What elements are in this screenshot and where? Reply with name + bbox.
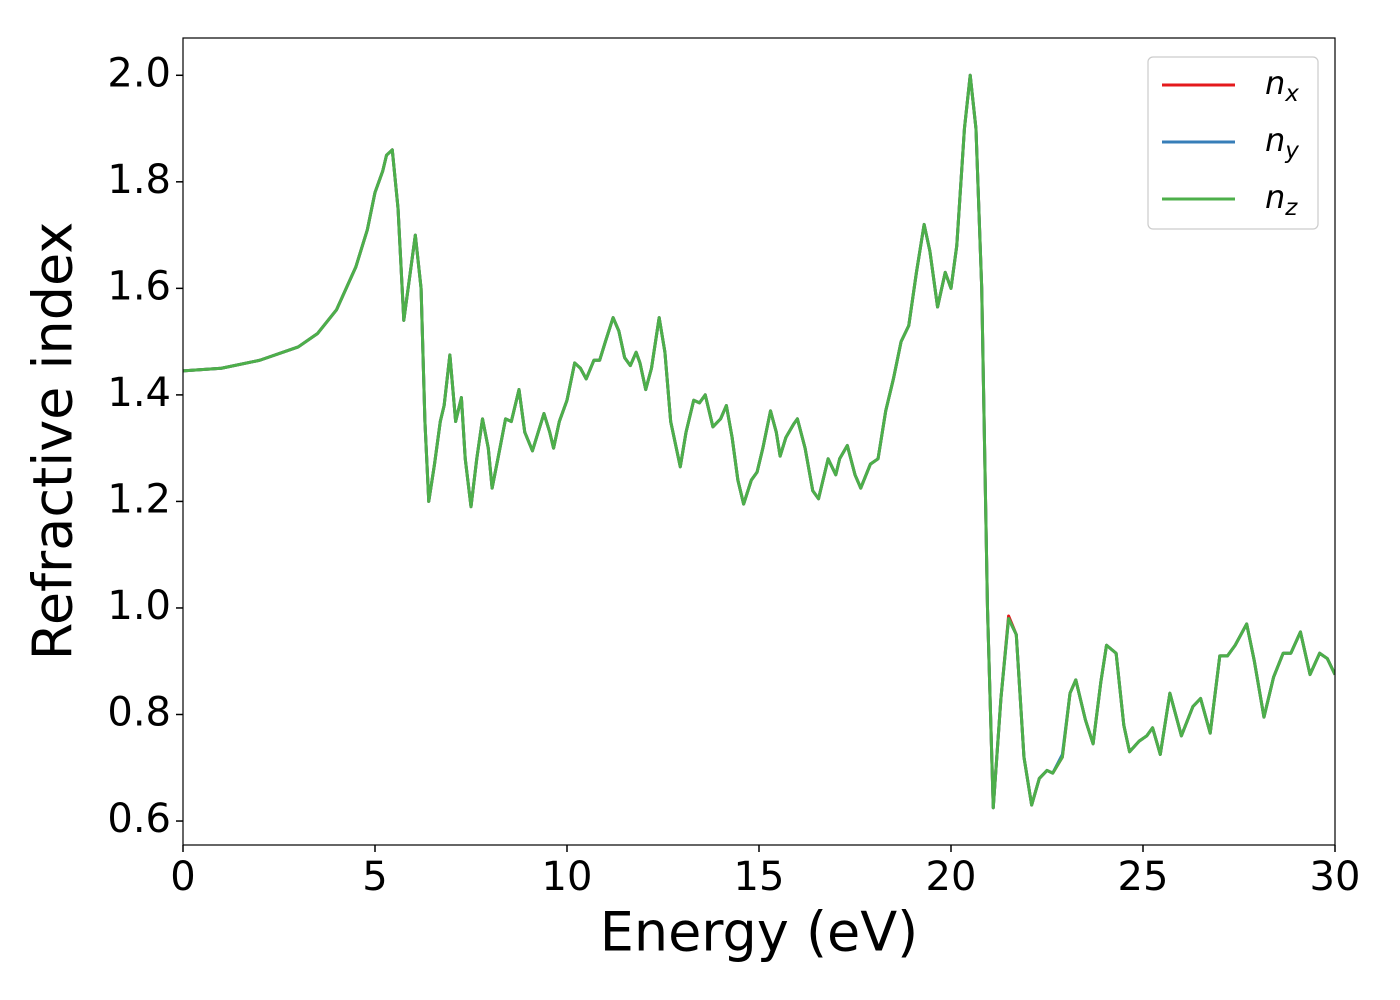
y-tick-label: 2.0 <box>107 50 171 96</box>
x-tick-label: 25 <box>1118 854 1169 900</box>
legend-label: nx <box>1265 64 1299 107</box>
x-tick-label: 10 <box>542 854 593 900</box>
y-tick-label: 1.2 <box>107 476 171 522</box>
legend-label: nz <box>1265 178 1298 221</box>
x-tick-label: 30 <box>1310 854 1361 900</box>
y-tick-label: 0.8 <box>107 689 171 735</box>
x-tick-label: 0 <box>170 854 195 900</box>
y-tick-label: 1.4 <box>107 370 171 416</box>
y-tick-label: 1.0 <box>107 583 171 629</box>
y-tick-label: 0.6 <box>107 796 171 842</box>
x-axis-label: Energy (eV) <box>600 901 919 964</box>
x-tick-label: 5 <box>362 854 387 900</box>
y-axis-label: Refractive index <box>22 222 85 661</box>
legend-label: ny <box>1265 121 1299 164</box>
x-tick-label: 15 <box>734 854 785 900</box>
y-tick-label: 1.6 <box>107 263 171 309</box>
x-tick-label: 20 <box>926 854 977 900</box>
series-line <box>183 73 1335 810</box>
plot-frame <box>182 37 1336 846</box>
y-tick-label: 1.8 <box>107 157 171 203</box>
